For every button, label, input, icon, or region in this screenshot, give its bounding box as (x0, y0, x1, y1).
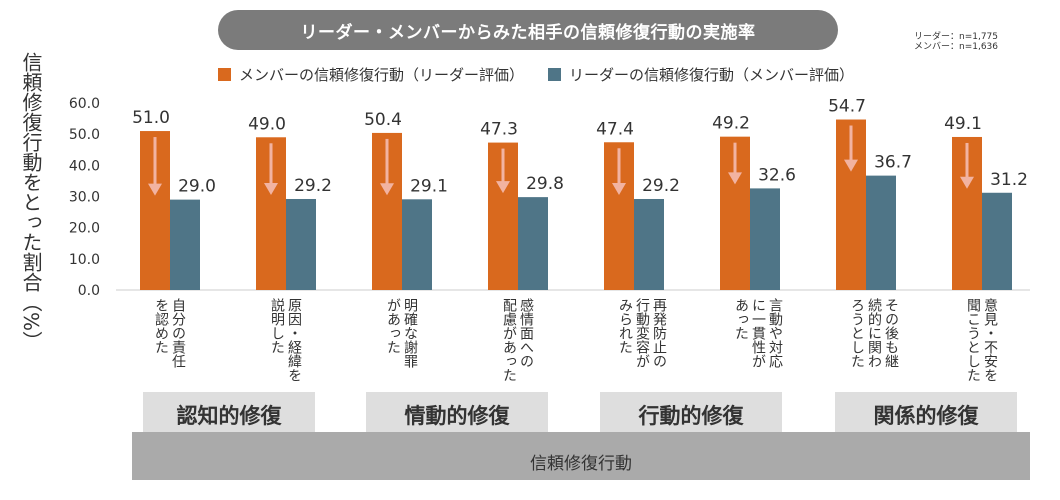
y-tick-label: 0.0 (78, 283, 100, 299)
chart-title: リーダー・メンバーからみた相手の信頼修復行動の実施率 (218, 10, 838, 50)
bar-member-eval (402, 199, 432, 290)
data-label: 36.7 (874, 153, 912, 173)
data-label: 32.6 (758, 165, 796, 185)
group-behavioral: 行動的修復 (600, 392, 782, 438)
legend-swatch-teal (548, 68, 561, 81)
data-label: 47.4 (596, 119, 634, 139)
sample-size-note: リーダー：n=1,775 メンバー：n=1,636 (914, 32, 998, 52)
arrow-head (612, 182, 626, 195)
bar-member-eval (866, 175, 896, 290)
bar-member-eval (750, 188, 780, 290)
data-label: 29.2 (642, 176, 680, 196)
data-label: 49.0 (248, 114, 286, 134)
category-label: 言動や対応 に一貫性が あった (733, 298, 783, 368)
legend-item-leader-eval: メンバーの信頼修復行動（リーダー評価） (218, 64, 524, 85)
data-label: 49.1 (944, 114, 982, 134)
category-label: 感情面への 配慮があった (501, 298, 534, 382)
y-tick-label: 10.0 (69, 252, 100, 268)
arrow-head (728, 172, 742, 185)
arrow-head (148, 183, 162, 196)
legend-label-leader-eval: メンバーの信頼修復行動（リーダー評価） (239, 66, 525, 84)
category-label: 再発防止の 行動変容が みられた (617, 298, 667, 368)
arrow-head (264, 182, 278, 195)
group-relational: 関係的修復 (835, 392, 1017, 438)
y-axis-label: 信頼修復行動をとった割合（%） (19, 52, 43, 352)
data-label: 31.2 (990, 170, 1028, 190)
arrow-head (960, 176, 974, 189)
group-cognitive: 認知的修復 (143, 392, 315, 438)
group-emotional: 情動的修復 (366, 392, 548, 438)
category-label: 自分の責任 を認めた (153, 298, 186, 368)
category-label: 意見・不安を 聞こうとした (965, 298, 998, 382)
data-label: 29.8 (526, 174, 564, 194)
category-label: その後も継 続的に関わ ろうとした (849, 298, 899, 368)
data-label: 54.7 (828, 97, 866, 117)
arrow-head (844, 159, 858, 172)
bar-member-eval (518, 197, 548, 290)
bar-member-eval (170, 199, 200, 290)
member-n: メンバー：n=1,636 (914, 42, 999, 52)
data-label: 29.1 (410, 176, 448, 196)
data-label: 51.0 (132, 108, 170, 128)
legend-item-member-eval: リーダーの信頼修復行動（メンバー評価） (548, 64, 854, 85)
bottom-category-bar: 信頼修復行動 (132, 432, 1030, 480)
data-label: 47.3 (480, 120, 518, 140)
category-label: 明確な謝罪 があった (385, 298, 418, 368)
y-tick-label: 40.0 (69, 158, 100, 174)
bar-member-eval (982, 192, 1012, 290)
y-tick-label: 60.0 (69, 96, 100, 112)
bar-member-eval (634, 198, 664, 290)
legend-swatch-orange (218, 68, 231, 81)
y-tick-label: 20.0 (69, 221, 100, 237)
data-label: 29.0 (178, 177, 216, 197)
legend-label-member-eval: リーダーの信頼修復行動（メンバー評価） (569, 66, 855, 84)
data-label: 50.4 (364, 110, 402, 130)
leader-n: リーダー：n=1,775 (914, 32, 999, 42)
y-tick-label: 50.0 (69, 127, 100, 143)
arrow-head (380, 183, 394, 196)
data-label: 29.2 (294, 176, 332, 196)
y-tick-label: 30.0 (69, 190, 100, 206)
category-label: 原因・経緯を 説明した (269, 298, 302, 382)
data-label: 49.2 (712, 114, 750, 134)
bar-member-eval (286, 198, 316, 290)
arrow-head (496, 181, 510, 194)
